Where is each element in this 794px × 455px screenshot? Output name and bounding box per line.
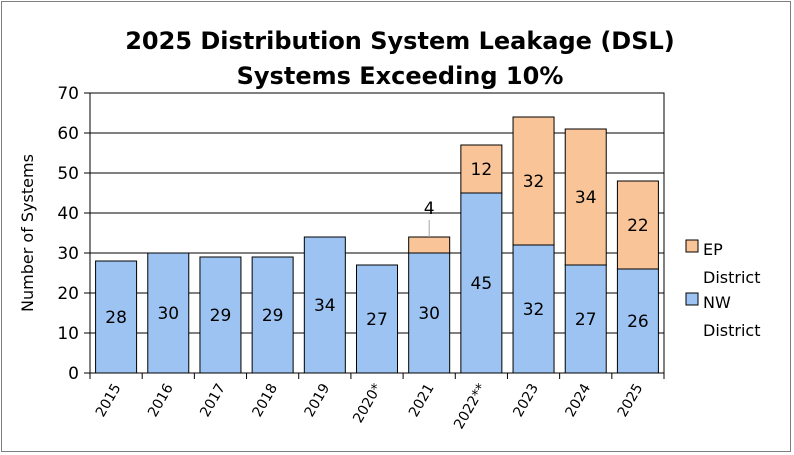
data-label-nw: 29 <box>262 306 284 326</box>
x-tick-label: 2024 <box>563 381 595 420</box>
data-label-nw: 30 <box>418 304 440 324</box>
bar-ep-district <box>564 128 607 266</box>
axes <box>84 92 665 379</box>
x-tick-label: 2016 <box>145 381 177 420</box>
x-tick-label: 2022** <box>451 381 490 432</box>
legend-label: District <box>703 321 760 340</box>
x-tick-label: 2018 <box>249 381 281 420</box>
bar-ep-district <box>460 144 503 194</box>
data-label-nw: 29 <box>210 306 232 326</box>
y-tick-label: 50 <box>57 164 79 184</box>
bar-nw-district <box>460 192 503 374</box>
data-labels: 28 30 29 29 34 27 30 4 45 12 32 32 27 34 26 22 <box>105 160 648 332</box>
bar-nw-district <box>356 264 398 374</box>
data-label-nw: 26 <box>627 312 649 332</box>
y-tick-label: 10 <box>57 324 79 344</box>
y-tick-label: 20 <box>57 284 79 304</box>
data-label-nw: 34 <box>314 296 336 316</box>
x-tick-label: 2023 <box>510 381 542 420</box>
y-tick-label: 60 <box>57 124 79 144</box>
y-tick-label: 70 <box>57 84 79 104</box>
data-label-ep: 12 <box>471 160 493 180</box>
x-tick-labels: 2015 2016 2017 2018 2019 2020* 2021 2022** 2023 2… <box>93 381 646 432</box>
bar-ep-district <box>616 180 659 270</box>
legend-swatch <box>685 239 699 253</box>
y-tick-label: 30 <box>57 244 79 264</box>
x-tick-label: 2015 <box>93 381 125 420</box>
legend-swatch <box>685 292 699 306</box>
bar-nw-district <box>199 256 242 374</box>
chart-title: 2025 Distribution System Leakage (DSL) <box>125 27 675 55</box>
bar-nw-district <box>251 256 294 374</box>
plot-area-border <box>89 92 665 374</box>
bar-nw-district <box>408 252 451 374</box>
bar-nw-district <box>303 236 346 374</box>
data-label-nw: 27 <box>575 310 597 330</box>
y-axis-title: Number of Systems <box>18 154 37 312</box>
y-tick-label: 40 <box>57 204 79 224</box>
data-label-nw: 27 <box>366 310 388 330</box>
bar-nw-district <box>512 244 555 374</box>
data-label-nw: 45 <box>471 274 493 294</box>
legend: EP District NW District <box>685 239 760 340</box>
x-tick-label: 2025 <box>615 381 647 420</box>
x-tick-label: 2019 <box>302 381 334 420</box>
x-tick-label: 2020* <box>350 381 385 426</box>
chart-subtitle: Systems Exceeding 10% <box>237 62 564 90</box>
data-label-ep: 4 <box>424 199 435 219</box>
data-label-ep: 34 <box>575 188 597 208</box>
bars <box>95 116 659 374</box>
bar-nw-district <box>564 264 607 374</box>
data-label-ep: 22 <box>627 216 649 236</box>
bar-ep-district <box>512 116 555 246</box>
data-label-ep: 32 <box>523 172 545 192</box>
bar-nw-district <box>147 252 190 374</box>
legend-label: NW <box>703 293 731 312</box>
legend-label: EP <box>703 240 723 259</box>
bar-ep-district <box>408 236 451 254</box>
data-label-nw: 28 <box>105 308 127 328</box>
data-label-nw: 32 <box>523 300 545 320</box>
y-tick-label: 0 <box>68 364 79 384</box>
data-label-nw: 30 <box>157 304 179 324</box>
bar-nw-district <box>616 268 659 374</box>
x-tick-label: 2017 <box>197 381 229 420</box>
legend-label: District <box>703 268 760 287</box>
x-tick-label: 2021 <box>406 381 438 420</box>
y-tick-labels: 0 10 20 30 40 50 60 70 <box>57 84 79 384</box>
